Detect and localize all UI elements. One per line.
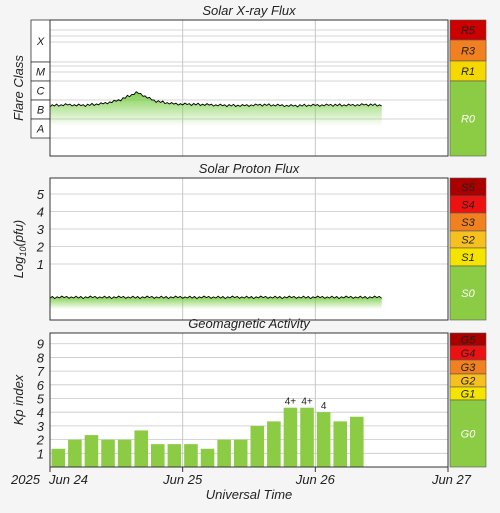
scale-band bbox=[449, 265, 487, 321]
kp-bar bbox=[333, 421, 347, 467]
xray-flux-line bbox=[49, 91, 382, 108]
y-tick-label: 9 bbox=[37, 337, 44, 352]
kp-bar bbox=[151, 444, 165, 467]
scale-label: G1 bbox=[461, 389, 476, 401]
y-tick-label: 7 bbox=[37, 364, 45, 379]
scale-band bbox=[449, 399, 487, 468]
kp-bar bbox=[316, 412, 331, 467]
y-tick-label: 5 bbox=[37, 187, 45, 202]
flare-class-label: M bbox=[36, 67, 46, 79]
plot-frame bbox=[49, 19, 449, 157]
scale-label: R3 bbox=[461, 46, 476, 58]
kp-bar bbox=[167, 444, 182, 467]
y-tick-label: 3 bbox=[37, 419, 45, 434]
xray-flux-area bbox=[50, 91, 382, 126]
panel-title: Solar X-ray Flux bbox=[202, 3, 296, 18]
scale-label: G0 bbox=[461, 429, 477, 441]
y-tick-label: 1 bbox=[37, 257, 44, 272]
kp-bar bbox=[117, 439, 132, 467]
panel-title: Solar Proton Flux bbox=[199, 161, 300, 176]
kp-bar bbox=[350, 416, 364, 467]
scale-label: R0 bbox=[461, 114, 476, 126]
y-tick-label: 3 bbox=[37, 222, 45, 237]
y-tick-label: 2 bbox=[36, 433, 45, 448]
kp-bar bbox=[184, 444, 198, 467]
x-axis-label: Universal Time bbox=[206, 487, 293, 502]
kp-bar bbox=[51, 448, 66, 467]
scale-label: R1 bbox=[461, 66, 475, 78]
scale-label: S1 bbox=[461, 252, 474, 264]
kp-bar bbox=[233, 439, 248, 467]
y-tick-label: 4 bbox=[37, 205, 44, 220]
flare-class-label: X bbox=[36, 36, 45, 48]
flare-class-label: B bbox=[37, 105, 44, 117]
flare-class-label: A bbox=[36, 124, 44, 136]
x-axis-year: 2025 bbox=[10, 472, 41, 487]
scale-band bbox=[449, 80, 487, 157]
kp-bar bbox=[250, 425, 265, 467]
x-tick-label: Jun 25 bbox=[162, 472, 203, 487]
kp-bar-label: 4+ bbox=[285, 397, 297, 408]
x-tick-label: Jun 26 bbox=[295, 472, 336, 487]
y-axis-label: Log10(pfu) bbox=[11, 220, 28, 278]
plot-area bbox=[50, 20, 448, 156]
x-tick-label: Jun 24 bbox=[48, 472, 88, 487]
y-tick-label: 5 bbox=[37, 392, 45, 407]
scale-label: S5 bbox=[461, 182, 475, 194]
kp-bar-label: 4+ bbox=[301, 397, 313, 408]
flare-class-label: C bbox=[37, 86, 45, 98]
plot-area bbox=[50, 333, 448, 467]
scale-label: G5 bbox=[461, 335, 477, 347]
scale-label: S3 bbox=[461, 217, 475, 229]
scale-label: G4 bbox=[461, 348, 476, 360]
kp-bar-label: 4 bbox=[321, 401, 327, 412]
plot-frame bbox=[49, 332, 449, 468]
y-tick-label: 2 bbox=[36, 240, 45, 255]
proton-flux-area bbox=[50, 296, 382, 310]
kp-bar bbox=[300, 407, 314, 467]
kp-bar bbox=[134, 430, 148, 467]
y-axis-label: Flare Class bbox=[11, 55, 26, 121]
kp-bar bbox=[200, 448, 215, 467]
y-tick-label: 4 bbox=[37, 405, 44, 420]
scale-label: R5 bbox=[461, 25, 476, 37]
kp-bar bbox=[267, 421, 281, 467]
panel-title: Geomagnetic Activity bbox=[188, 316, 311, 331]
x-tick-label: Jun 27 bbox=[431, 472, 472, 487]
plot-area bbox=[50, 178, 448, 320]
kp-bar bbox=[84, 435, 99, 467]
scale-label: G2 bbox=[461, 376, 476, 388]
plot-frame bbox=[49, 177, 449, 321]
y-tick-label: 6 bbox=[37, 378, 45, 393]
kp-bar bbox=[101, 439, 115, 467]
y-axis-label: Kp index bbox=[11, 374, 26, 425]
scale-label: S0 bbox=[461, 288, 475, 300]
scale-label: S2 bbox=[461, 235, 474, 247]
y-tick-label: 8 bbox=[37, 350, 45, 365]
proton-flux-line bbox=[49, 295, 382, 300]
kp-bar bbox=[283, 407, 298, 467]
y-tick-label: 1 bbox=[37, 446, 44, 461]
kp-bar bbox=[217, 439, 231, 467]
scale-label: S4 bbox=[461, 200, 474, 212]
kp-bar bbox=[68, 439, 82, 467]
scale-label: G3 bbox=[461, 362, 477, 374]
